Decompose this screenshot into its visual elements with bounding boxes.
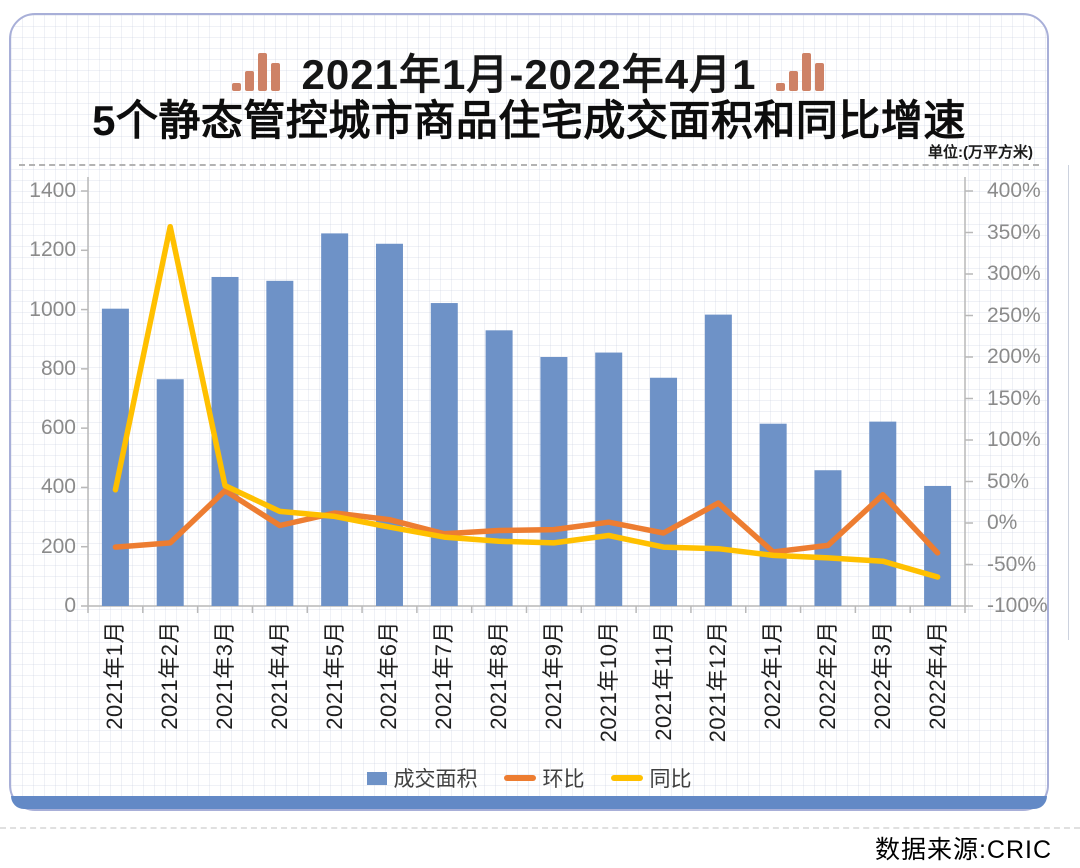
legend-bar-swatch	[366, 771, 387, 785]
legend-item-mom: 环比	[503, 763, 585, 793]
title-separator	[19, 164, 1039, 166]
legend: 成交面积 环比 同比	[11, 763, 1047, 793]
chart-card: 2021年1月-2022年4月1 5个静态管控城市商品住宅成交面积和同比增速 单…	[9, 13, 1049, 811]
page-edge-line	[1068, 165, 1069, 640]
legend-line-swatch	[610, 775, 643, 781]
unit-label: 单位:(万平方米)	[928, 144, 1033, 161]
legend-label: 同比	[649, 768, 692, 791]
card-bottom-accent-bar	[11, 796, 1047, 809]
chart-title-line2: 5个静态管控城市商品住宅成交面积和同比增速	[92, 97, 966, 144]
legend-label: 环比	[542, 768, 585, 791]
bottom-dashed-line	[0, 827, 1080, 829]
legend-line-swatch	[503, 775, 536, 781]
data-source-note: 数据来源:CRIC	[874, 836, 1052, 864]
chart-title-line1: 2021年1月-2022年4月1	[301, 51, 757, 98]
legend-item-yoy: 同比	[610, 763, 692, 793]
legend-item-area: 成交面积	[366, 763, 478, 793]
legend-label: 成交面积	[393, 768, 478, 791]
bar-chart-icon	[231, 52, 280, 91]
bar-chart-icon	[776, 52, 825, 91]
title-row: 2021年1月-2022年4月1	[11, 41, 1047, 102]
